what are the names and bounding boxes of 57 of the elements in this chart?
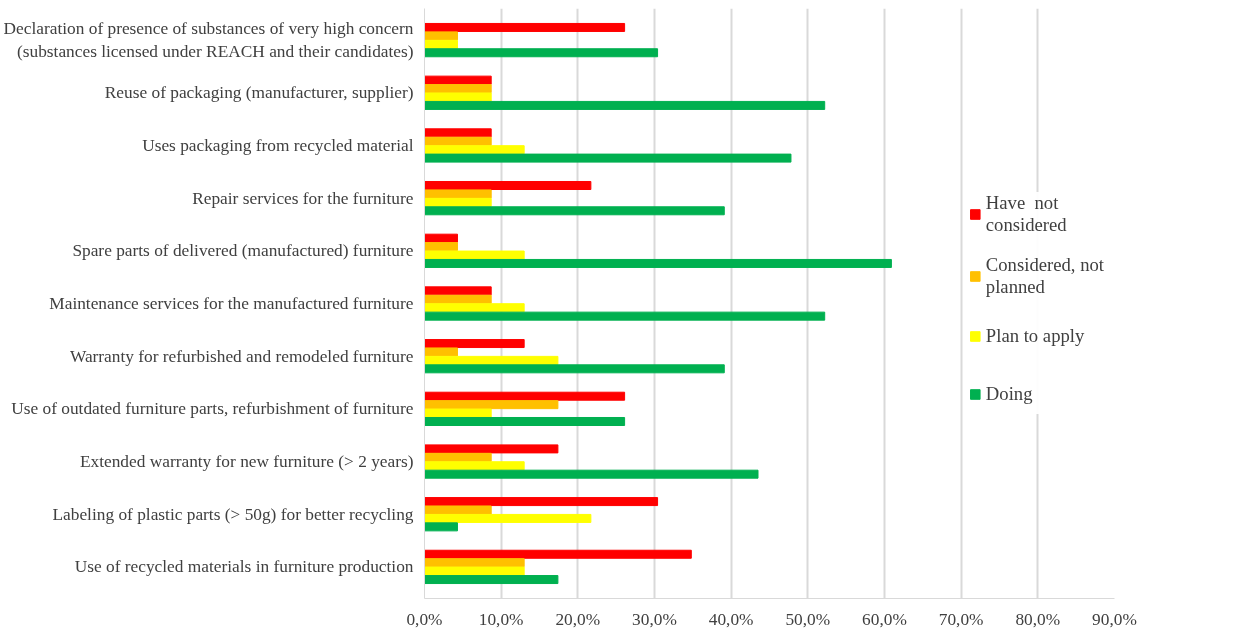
y-tick-label: Declaration of presence of substances of very high concern (substances licensed under REACH and their candidates) — [3, 19, 414, 62]
bar — [424, 92, 492, 102]
bar — [424, 417, 626, 426]
bar — [424, 311, 826, 321]
bar — [424, 469, 759, 479]
bar — [424, 258, 892, 268]
bar — [424, 286, 492, 296]
bar — [424, 575, 559, 585]
bar — [424, 391, 626, 401]
bar — [424, 408, 492, 418]
y-tick-label: Maintenance services for the manufactured furniture — [49, 294, 414, 313]
y-tick-label: Repair services for the furniture — [192, 188, 414, 208]
x-tick-label: 80,0% — [1015, 609, 1061, 629]
bar — [424, 364, 725, 374]
legend-label: Have not considered — [985, 192, 1067, 236]
bar — [424, 128, 492, 138]
bar — [424, 153, 792, 163]
y-tick-label: Extended warranty for new furniture (> 2 years) — [79, 452, 414, 472]
bar — [424, 505, 492, 515]
bar — [424, 513, 592, 523]
bar — [424, 339, 525, 349]
x-tick-label: 60,0% — [862, 609, 907, 629]
bar — [424, 522, 458, 532]
y-tick-label: Reuse of packaging (manufacturer, supplier) — [104, 83, 414, 103]
bar — [424, 189, 492, 199]
bar — [424, 461, 525, 471]
bar — [424, 100, 826, 110]
bar — [424, 444, 559, 454]
bar — [424, 22, 626, 32]
bar — [424, 48, 659, 58]
x-tick-label: 50,0% — [785, 609, 831, 629]
bar — [424, 400, 559, 410]
x-tick-label: 20,0% — [555, 609, 601, 629]
y-tick-label: Uses packaging from recycled material — [142, 135, 414, 155]
bar — [424, 31, 458, 41]
y-tick-label: Use of outdated furniture parts, refurbishment of furniture — [11, 399, 414, 419]
x-tick-label: 70,0% — [938, 609, 984, 629]
x-tick-label: 10,0% — [478, 609, 524, 629]
bar — [424, 549, 692, 559]
bar — [424, 347, 458, 357]
x-tick-label: 0,0% — [406, 609, 443, 629]
y-tick-label: Warranty for refurbished and remodeled furniture — [69, 346, 414, 366]
legend-label: Considered, not planned — [985, 254, 1104, 298]
x-tick-label: 30,0% — [632, 609, 677, 629]
x-tick-label: 40,0% — [708, 609, 754, 629]
bar — [424, 250, 525, 260]
y-tick-label: Use of recycled materials in furniture production — [74, 557, 414, 577]
x-tick-label: 90,0% — [1092, 609, 1137, 629]
bar — [424, 206, 725, 216]
y-tick-label: Spare parts of delivered (manufactured) furniture — [72, 241, 414, 261]
legend-label: Doing — [985, 382, 1033, 406]
bar — [424, 181, 592, 190]
y-tick-label: Labeling of plastic parts (> 50g) for better recycling — [52, 504, 414, 524]
bar — [424, 566, 525, 576]
bar — [424, 497, 659, 507]
legend-label: Plan to apply — [985, 324, 1085, 348]
bar — [424, 75, 492, 85]
